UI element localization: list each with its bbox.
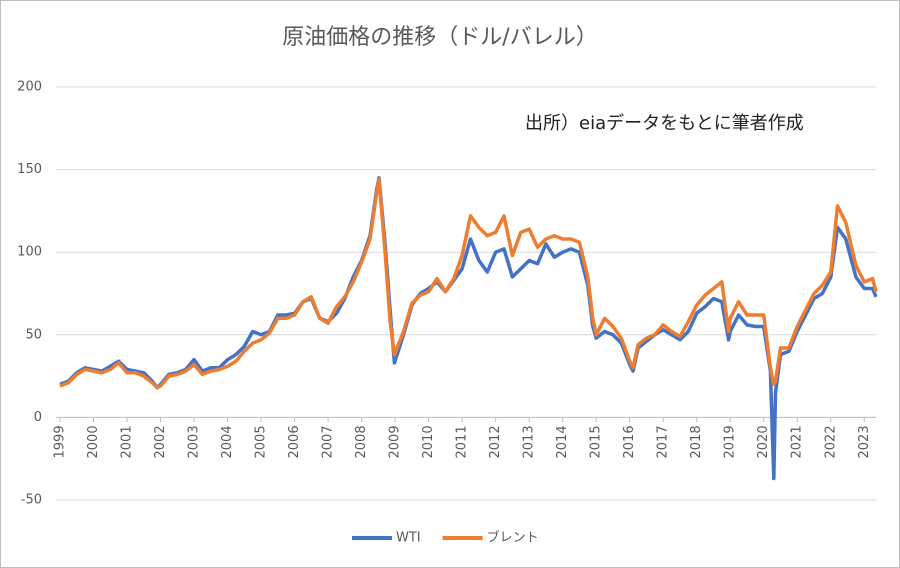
x-tick-label: 2016 (622, 425, 637, 458)
y-tick-label: 0 (34, 410, 42, 425)
x-tick-label: 2000 (86, 425, 101, 458)
x-tick-label: 2008 (354, 425, 369, 458)
x-tick-label: 2021 (790, 425, 805, 458)
x-tick-label: 2019 (723, 425, 738, 458)
x-tick-label: 2001 (120, 425, 135, 458)
x-tick-label: 2015 (589, 425, 604, 458)
x-tick-label: 1999 (53, 425, 68, 458)
series-line (59, 176, 878, 481)
x-tick-label: 2011 (455, 425, 470, 458)
x-tick-label: 2012 (488, 425, 503, 458)
x-tick-label: 2023 (857, 425, 872, 458)
y-tick-label: -50 (21, 493, 42, 508)
x-tick-label: 2014 (555, 425, 570, 458)
y-tick-label: 150 (17, 162, 42, 177)
chart-title: 原油価格の推移（ドル/バレル） (282, 25, 597, 50)
x-tick-label: 2002 (153, 425, 168, 458)
legend-label: WTI (396, 531, 421, 546)
x-tick-label: 2003 (187, 425, 202, 458)
x-tick-label: 2022 (823, 425, 838, 458)
series-line (59, 177, 878, 390)
x-tick-label: 2007 (321, 425, 336, 458)
x-tick-label: 2009 (388, 425, 403, 458)
x-tick-label: 2020 (756, 425, 771, 458)
x-tick-label: 2004 (220, 425, 235, 458)
x-tick-label: 2010 (421, 425, 436, 458)
x-tick-label: 2017 (656, 425, 671, 458)
x-tick-label: 2005 (254, 425, 269, 458)
x-tick-label: 2013 (522, 425, 537, 458)
legend-label: ブレント (487, 530, 539, 546)
annotation: 出所）eiaデータをもとに筆者作成 (525, 113, 804, 134)
y-tick-label: 50 (25, 327, 42, 342)
x-tick-label: 2006 (287, 425, 302, 458)
y-tick-label: 100 (17, 245, 42, 260)
x-tick-label: 2018 (689, 425, 704, 458)
y-tick-label: 200 (17, 80, 42, 95)
